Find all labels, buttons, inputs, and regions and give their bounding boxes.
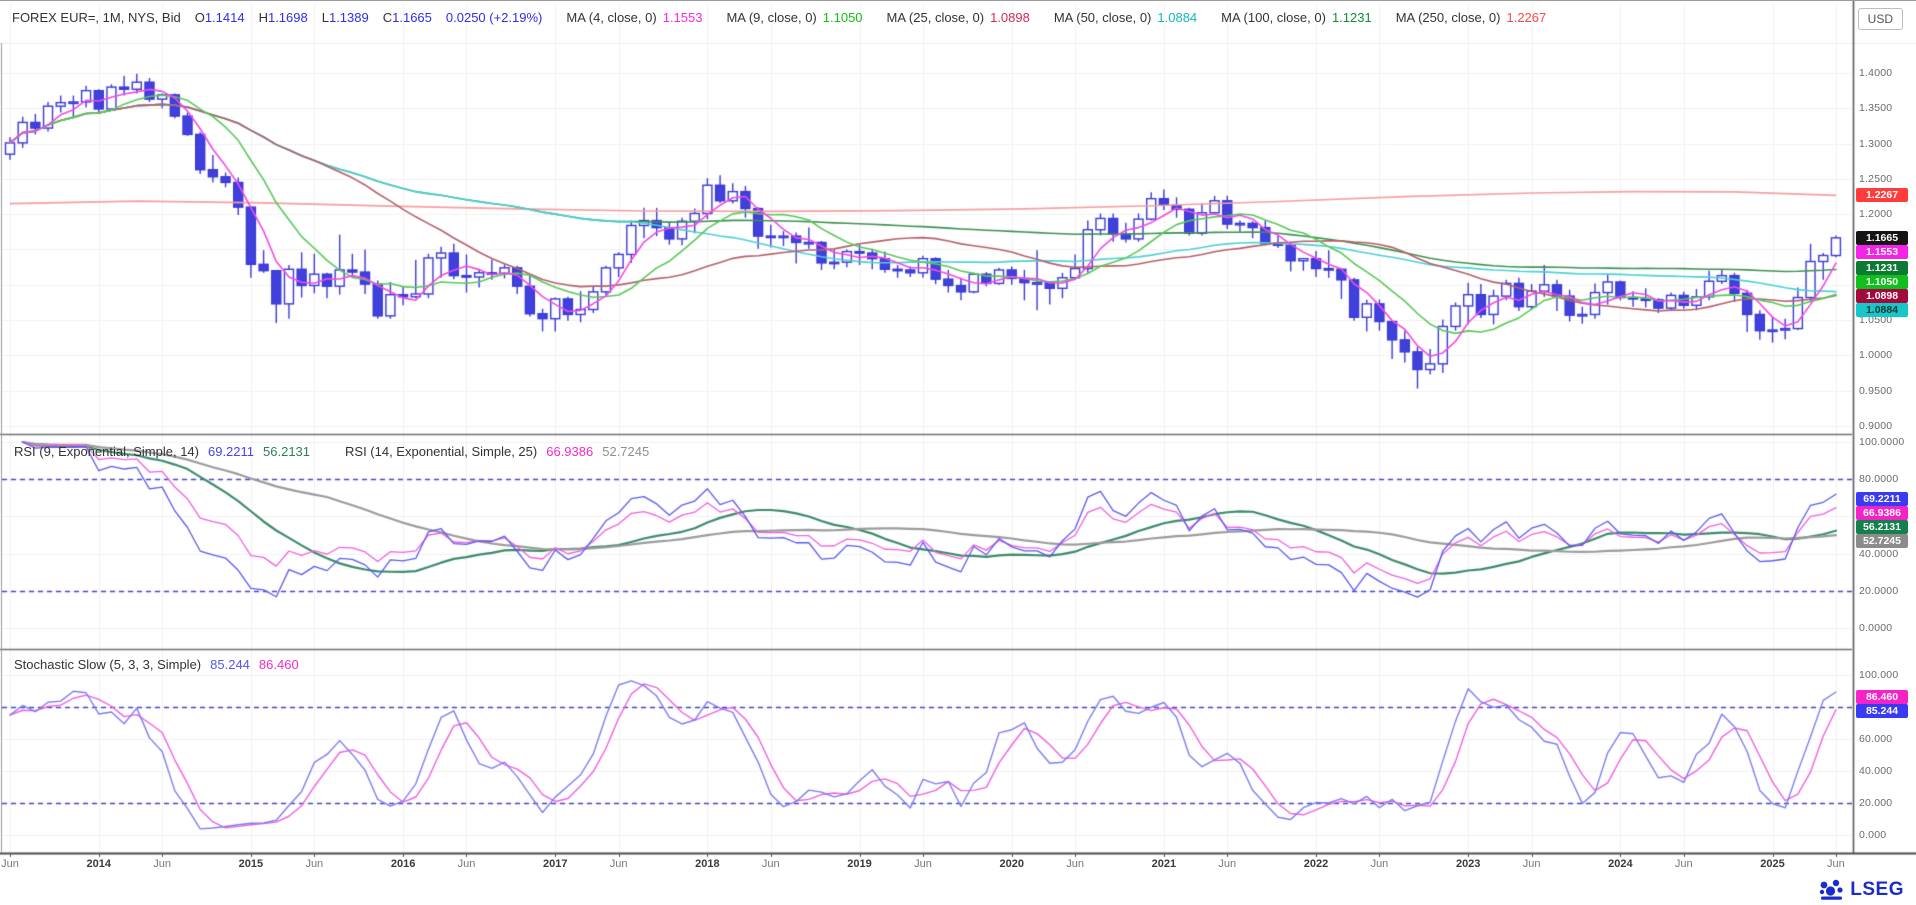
ma9-legend: MA (9, close, 0) 1.1050 <box>726 10 862 25</box>
ma25-value: 1.0898 <box>990 10 1030 25</box>
ma50-value: 1.0884 <box>1157 10 1198 25</box>
rsi-panel-title: RSI (9, Exponential, Simple, 14) 69.2211… <box>14 444 649 459</box>
ma4-legend: MA (4, close, 0) 1.1553 <box>566 10 702 25</box>
high-label: H <box>258 10 268 25</box>
ma250-value: 1.2267 <box>1506 10 1547 25</box>
instrument-title: FOREX EUR=, 1M, NYS, Bid <box>12 10 181 25</box>
lseg-logo-text: LSEG <box>1850 879 1904 900</box>
stoch-d-value: 86.460 <box>258 657 299 672</box>
close-value: 1.1665 <box>392 10 432 25</box>
lseg-crest-icon <box>1820 879 1843 900</box>
ma100-label: MA (100, close, 0) <box>1221 10 1326 25</box>
ma4-value: 1.1553 <box>662 10 703 25</box>
ma250-legend: MA (250, close, 0) 1.2267 <box>1396 10 1547 25</box>
ma9-value: 1.1050 <box>822 10 863 25</box>
stoch-k-value: 85.244 <box>210 657 250 672</box>
currency-selector[interactable]: USD <box>1857 8 1903 30</box>
rsi1-label: RSI (9, Exponential, Simple, 14) <box>14 444 199 459</box>
rsi2-label: RSI (14, Exponential, Simple, 25) <box>345 444 538 459</box>
low-value: 1.1389 <box>328 10 369 25</box>
chart-legend-bar: FOREX EUR=, 1M, NYS, Bid O 1.1414 H 1.1698… <box>12 10 1546 25</box>
ma25-legend: MA (25, close, 0) 1.0898 <box>887 10 1030 25</box>
low-label: L <box>321 10 329 25</box>
stoch-panel-title: Stochastic Slow (5, 3, 3, Simple) 85.244… <box>14 657 299 672</box>
ma100-value: 1.1231 <box>1331 10 1372 25</box>
stoch-label: Stochastic Slow (5, 3, 3, Simple) <box>14 657 202 672</box>
ma250-label: MA (250, close, 0) <box>1395 10 1501 25</box>
ma100-legend: MA (100, close, 0) 1.1231 <box>1221 10 1372 25</box>
rsi2-value: 66.9386 <box>546 444 594 459</box>
high-value: 1.1698 <box>267 10 308 25</box>
ohlc-close: C 1.1665 <box>383 10 432 25</box>
rsi2-sma-value: 52.7245 <box>602 444 650 459</box>
ma25-label: MA (25, close, 0) <box>886 10 985 25</box>
open-value: 1.1414 <box>204 10 245 25</box>
net-change: 0.0250 (+2.19%) <box>445 10 543 25</box>
ohlc-low: L 1.1389 <box>322 10 369 25</box>
close-label: C <box>382 10 393 25</box>
ma4-label: MA (4, close, 0) <box>566 10 657 25</box>
ohlc-high: H 1.1698 <box>259 10 308 25</box>
ma50-label: MA (50, close, 0) <box>1053 10 1152 25</box>
rsi1-sma-value: 56.2131 <box>263 444 311 459</box>
ma9-label: MA (9, close, 0) <box>726 10 817 25</box>
ma50-legend: MA (50, close, 0) 1.0884 <box>1054 10 1197 25</box>
rsi1-value: 69.2211 <box>207 444 255 459</box>
ohlc-open: O 1.1414 <box>195 10 245 25</box>
lseg-logo: LSEG <box>1818 878 1904 902</box>
open-label: O <box>194 10 205 25</box>
